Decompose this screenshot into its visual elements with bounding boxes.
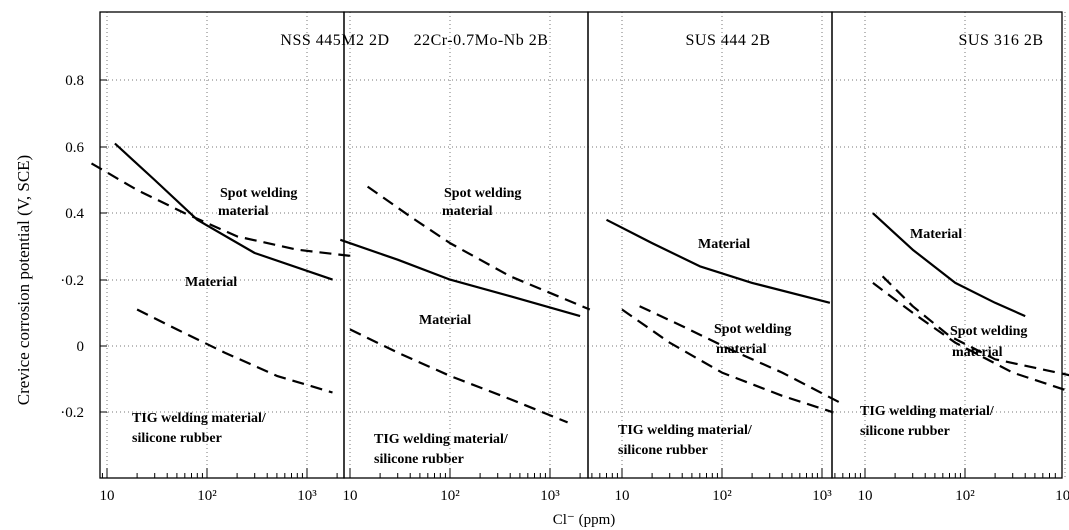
panel-2: 10 10² 10³ 22Cr-0.7Mo-Nb 2B Spot welding mate… (339, 11, 591, 504)
y-tick-label: ·0.2 (60, 273, 84, 289)
x-tick-label: 10² (197, 488, 217, 504)
annotation-label: silicone rubber (860, 424, 950, 439)
panel-title: 22Cr-0.7Mo-Nb 2B (414, 32, 549, 49)
y-tick-label: 0.8 (65, 73, 84, 89)
series-line-spot-welding (366, 185, 591, 311)
panels: 10 10² 10³ 0.8 0.6 0.4 ·0.2 0 ·0.2 NSS 445M2 2D Sp… (60, 11, 1069, 504)
annotation-label: TIG welding material/ (374, 432, 509, 447)
x-tick-label: 10 (343, 488, 358, 504)
series-line-tig-welding (621, 308, 834, 414)
x-tick-label: 10 (100, 488, 115, 504)
panel-title: SUS 316 2B (958, 32, 1043, 49)
annotation-label: Material (185, 275, 237, 290)
panel-title: SUS 444 2B (685, 32, 770, 49)
annotation-label: TIG welding material/ (618, 423, 753, 438)
annotation-label: Spot welding (220, 186, 297, 201)
panel-title: NSS 445M2 2D (280, 32, 389, 49)
annotation-label: material (442, 204, 493, 219)
annotation-label: TIG welding material/ (132, 411, 267, 426)
panel-1: 10 10² 10³ 0.8 0.6 0.4 ·0.2 0 ·0.2 NSS 445M2 2D Sp… (60, 11, 389, 504)
annotation-label: Material (698, 237, 750, 252)
x-axis-title: Cl⁻ (ppm) (553, 512, 616, 528)
x-tick-label: 10³ (1055, 488, 1069, 504)
panel-4: 10 10² 10³ SUS 316 2B Material Spot welding ma… (831, 11, 1069, 504)
y-tick-label: 0.6 (65, 140, 84, 156)
series-line-material (339, 238, 581, 318)
series-line-tig-welding (136, 308, 333, 394)
annotation-label: Material (910, 227, 962, 242)
y-tick-label: 0 (77, 339, 85, 355)
x-tick-label: 10³ (812, 488, 832, 504)
series-line-tig-welding (872, 282, 1069, 393)
y-tick-label: 0.4 (65, 206, 84, 222)
series-line-spot-welding (90, 162, 355, 258)
annotation-label: Spot welding (950, 324, 1027, 339)
x-tick-label: 10 (858, 488, 873, 504)
annotation-label: TIG welding material/ (860, 404, 995, 419)
annotation-label: material (716, 342, 767, 357)
x-tick-label: 10³ (297, 488, 317, 504)
panel-3: 10 10² 10³ SUS 444 2B Material Spot welding ma… (587, 11, 841, 504)
x-tick-label: 10³ (540, 488, 560, 504)
annotation-label: Material (419, 313, 471, 328)
x-tick-label: 10 (615, 488, 630, 504)
series-line-spot-welding (881, 275, 1069, 377)
annotation-label: Spot welding (444, 186, 521, 201)
x-tick-label: 10² (712, 488, 732, 504)
annotation-label: material (218, 204, 269, 219)
annotation-label: Spot welding (714, 322, 791, 337)
y-tick-label: ·0.2 (60, 405, 84, 421)
annotation-label: silicone rubber (618, 443, 708, 458)
series-line-spot-welding (639, 305, 841, 404)
series-line-tig-welding (349, 328, 569, 424)
y-axis-title: Crevice corrosion potential (V, SCE) (14, 155, 33, 405)
panel-frame (343, 11, 589, 479)
series-line-material (605, 218, 831, 304)
x-tick-label: 10² (955, 488, 975, 504)
annotation-label: silicone rubber (132, 431, 222, 446)
annotation-label: material (952, 345, 1003, 360)
annotation-label: silicone rubber (374, 452, 464, 467)
x-tick-label: 10² (440, 488, 460, 504)
panel-frame (831, 11, 1063, 479)
series-line-material (872, 212, 1026, 318)
